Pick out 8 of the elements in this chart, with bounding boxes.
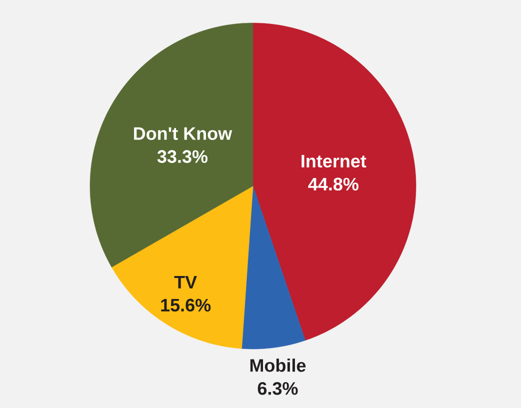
slice-label: Don't Know <box>134 127 232 140</box>
slice-label: Mobile <box>250 358 306 372</box>
data-label: 6.3% <box>258 382 298 395</box>
data-label: 44.8% <box>308 178 358 191</box>
slice-label: Internet <box>302 154 366 168</box>
data-label: 15.6% <box>161 298 211 312</box>
data-label: 33.3% <box>157 150 208 163</box>
slice-label: TV <box>174 276 197 288</box>
